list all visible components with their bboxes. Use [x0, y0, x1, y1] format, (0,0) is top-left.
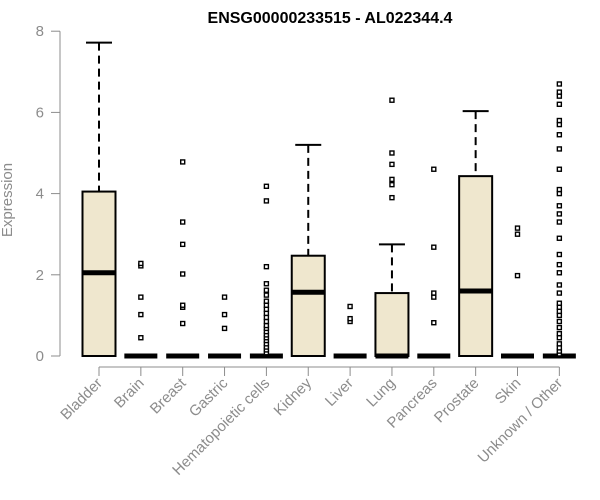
outlier-point: [556, 318, 563, 325]
y-tick-label: 8: [36, 23, 44, 40]
outlier-point: [347, 315, 353, 322]
outlier-point: [347, 303, 353, 310]
x-tick-label-prostate: Prostate: [431, 375, 483, 427]
outlier-point: [263, 298, 270, 304]
outlier-point: [514, 225, 521, 231]
outlier-point: [179, 302, 186, 308]
y-tick-label: 6: [36, 104, 44, 121]
outlier-point: [389, 194, 395, 201]
x-tick-label-skin: Skin: [492, 375, 525, 408]
outlier-point: [556, 101, 563, 107]
outlier-point: [556, 89, 563, 95]
outlier-point: [556, 300, 563, 306]
outlier-point: [556, 81, 563, 87]
outlier-point: [431, 290, 437, 296]
outlier-point: [556, 219, 563, 225]
box-lung: [374, 292, 410, 358]
outlier-point: [263, 287, 270, 293]
outlier-point: [263, 263, 270, 270]
outlier-point: [556, 166, 563, 172]
outlier-point: [556, 324, 563, 331]
y-tick-label: 0: [36, 348, 44, 365]
outlier-point: [389, 176, 395, 183]
outlier-point: [556, 270, 563, 276]
outlier-point: [556, 146, 563, 152]
y-tick-label: 2: [36, 267, 44, 284]
outlier-point: [556, 330, 563, 337]
outlier-point: [138, 260, 144, 267]
outlier-point: [138, 294, 144, 300]
y-axis-label: Expression: [0, 163, 16, 237]
outlier-point: [179, 241, 186, 248]
outlier-point: [221, 311, 228, 318]
outlier-point: [514, 272, 521, 279]
outlier-point: [179, 219, 186, 225]
outlier-point: [431, 320, 437, 326]
outlier-point: [556, 251, 563, 258]
outlier-point: [431, 244, 437, 250]
outlier-point: [263, 198, 270, 204]
outlier-point: [179, 159, 186, 165]
x-tick-label-liver: Liver: [322, 375, 357, 410]
outlier-point: [179, 320, 186, 327]
outlier-point: [179, 271, 186, 277]
outlier-point: [556, 235, 563, 241]
outlier-point: [431, 166, 437, 172]
outlier-point: [389, 181, 395, 188]
outlier-point: [138, 335, 144, 341]
outlier-point: [556, 203, 563, 209]
outlier-point: [556, 341, 563, 347]
outlier-point: [221, 325, 228, 332]
outlier-point: [556, 290, 563, 296]
outlier-point: [138, 311, 144, 318]
x-tick-label-kidney: Kidney: [271, 374, 316, 419]
outlier-point: [263, 281, 270, 287]
box-kidney: [290, 254, 326, 357]
outlier-point: [556, 132, 563, 138]
y-tick-label: 4: [36, 186, 44, 203]
x-tick-label-bladder: Bladder: [57, 375, 106, 424]
outlier-point: [556, 117, 563, 124]
outlier-point: [556, 186, 563, 193]
x-tick-label-lung: Lung: [363, 375, 399, 411]
outlier-point: [389, 97, 395, 103]
outlier-point: [556, 261, 563, 268]
outlier-point: [556, 211, 563, 217]
outlier-point: [221, 294, 228, 300]
outlier-point: [514, 231, 521, 237]
outlier-point: [389, 150, 395, 156]
x-tick-label-breast: Breast: [147, 374, 190, 417]
x-tick-label-brain: Brain: [111, 375, 148, 412]
outlier-point: [556, 282, 563, 288]
outlier-point: [389, 161, 395, 168]
outlier-point: [263, 183, 270, 189]
box-prostate: [458, 175, 494, 357]
outlier-point: [263, 292, 270, 298]
chart-title: ENSG00000233515 - AL022344.4: [208, 10, 453, 27]
